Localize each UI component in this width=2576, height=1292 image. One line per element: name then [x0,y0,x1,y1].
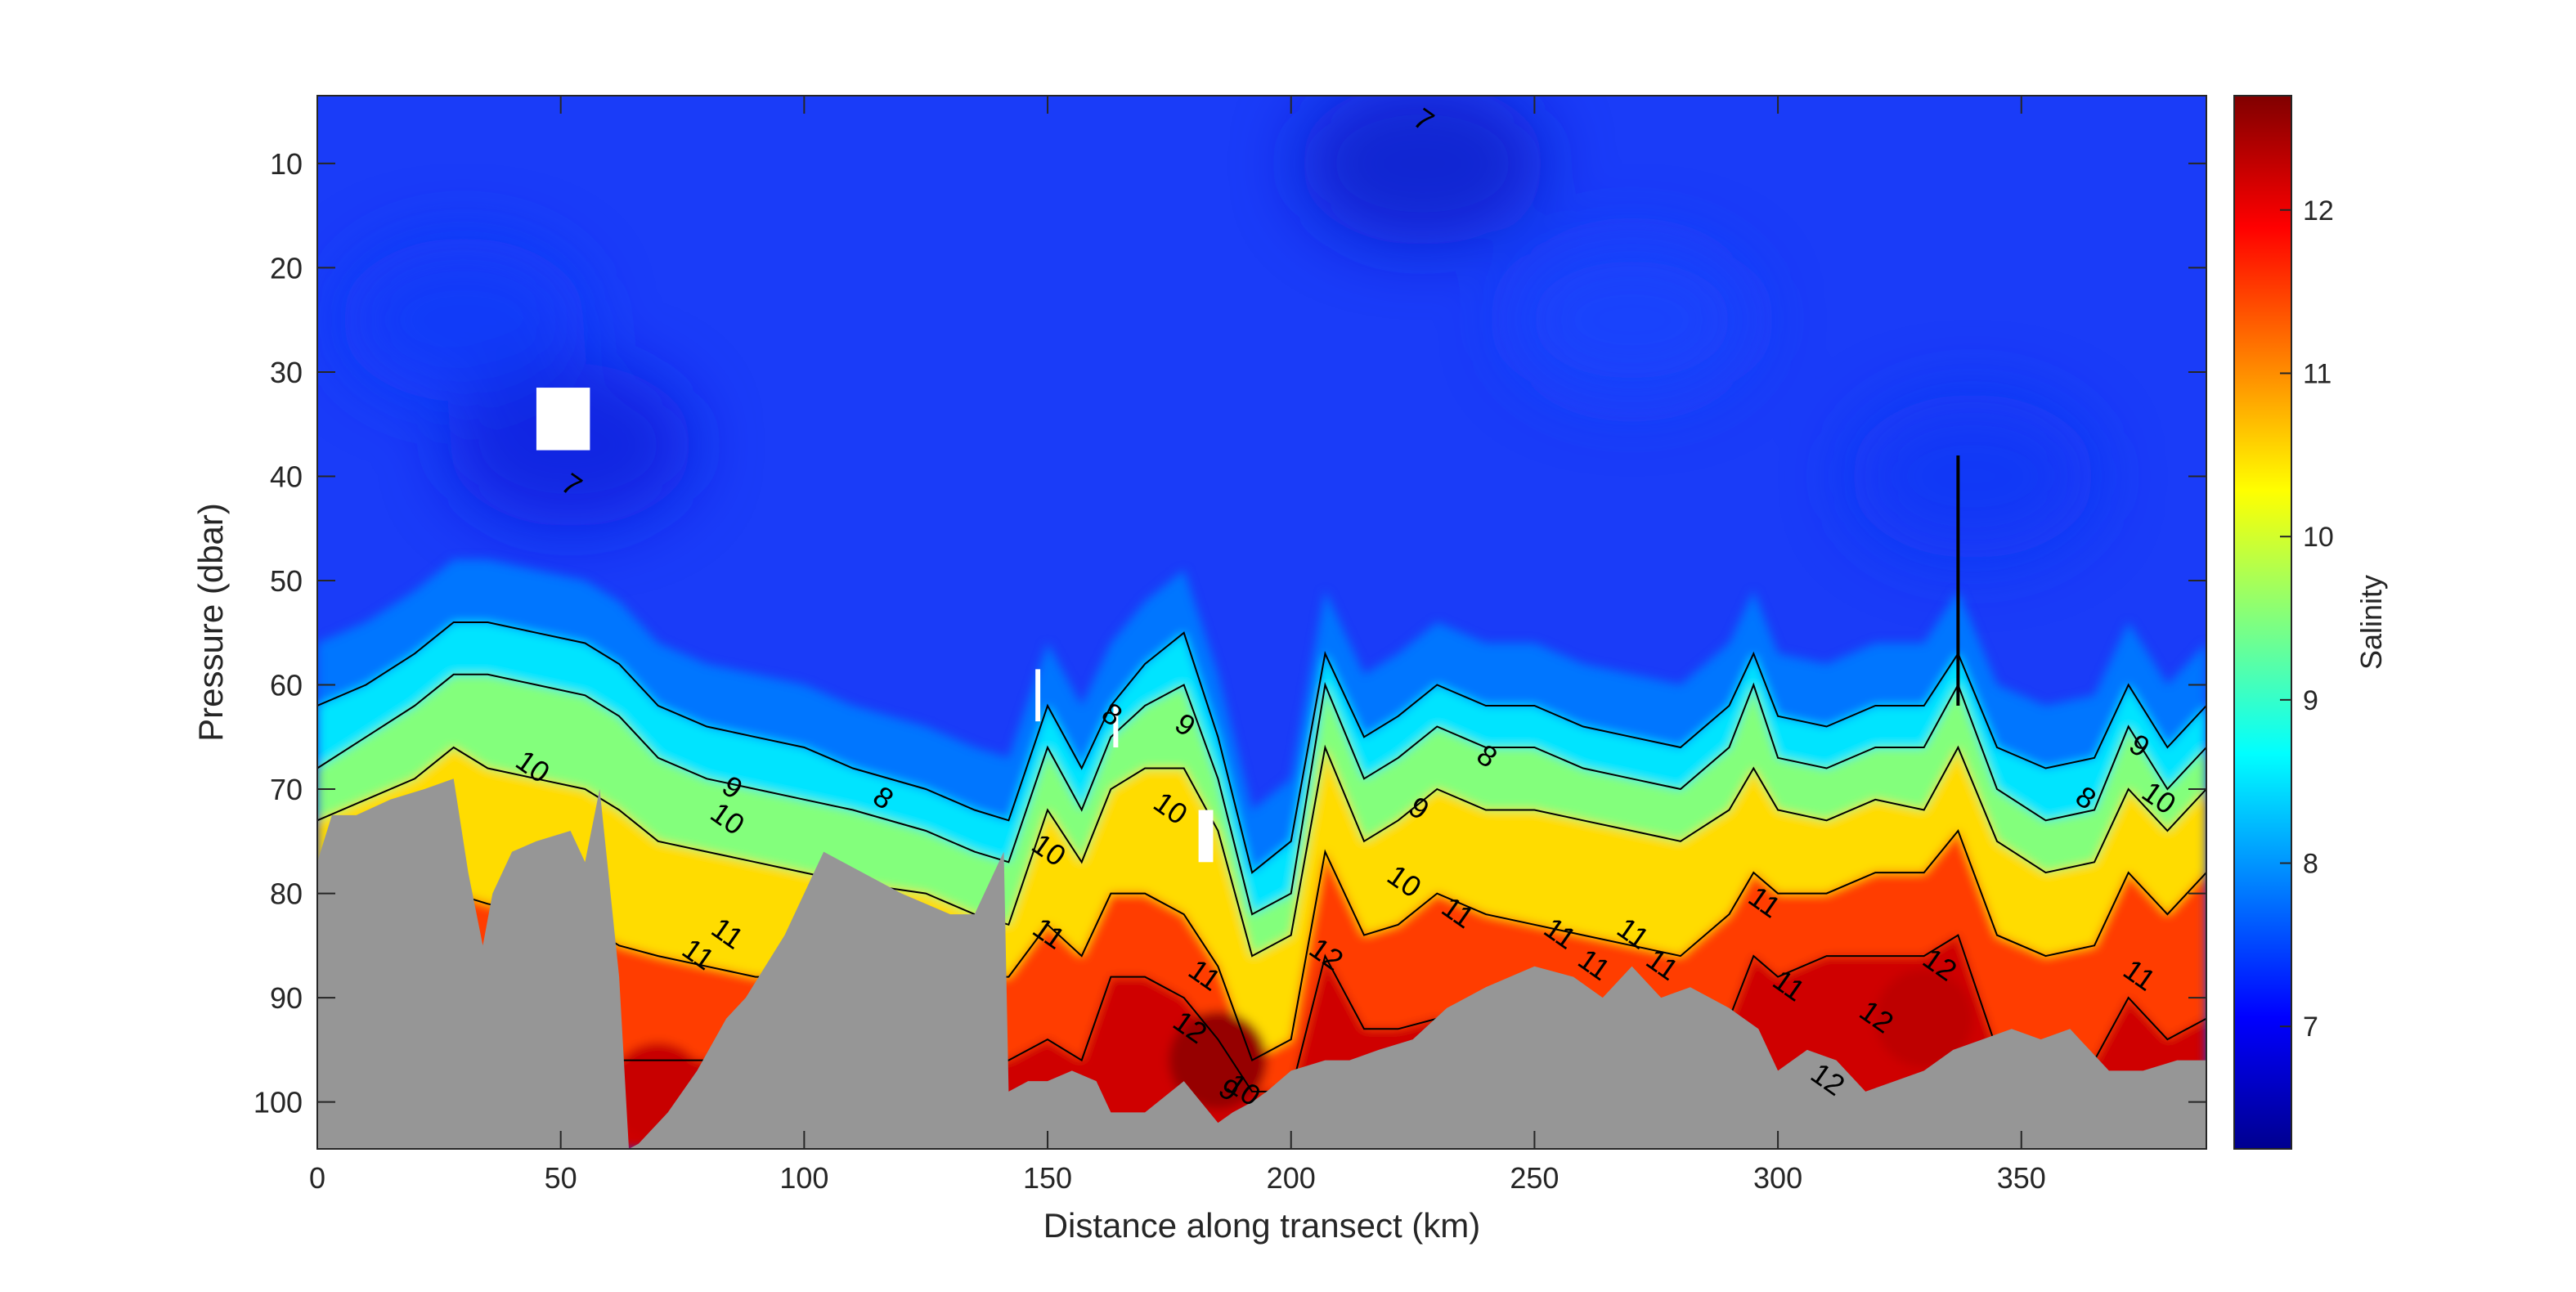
data-gap-1 [536,388,590,451]
seafloor [317,778,2206,1149]
surface-patch-2 [1509,238,1755,402]
salinity-band-7-8 [317,559,2206,873]
y-tick-label: 40 [270,460,303,493]
y-tick-label: 80 [270,877,303,911]
surface-patch-3 [1850,394,2096,559]
surface-patch-1 [340,238,586,402]
y-tick-label: 20 [270,251,303,285]
colorbar-label: Salinity [2354,575,2388,670]
y-axis-label: Pressure (dbar) [191,503,230,742]
x-axis-label: Distance along transect (km) [1043,1206,1481,1245]
data-gap-3 [1113,706,1119,748]
contour-line-s10 [317,744,2206,958]
colorbar: 7 8 9 10 11 12 Salinity [2233,95,2388,1150]
colorbar-gradient [2234,96,2291,1149]
data-gap-2 [1035,669,1041,722]
y-tick-label: 30 [270,356,303,389]
y-tick-label: 90 [270,981,303,1015]
x-tick-label: 0 [309,1161,325,1195]
x-tick-label: 100 [779,1161,828,1195]
y-tick-label: 60 [270,669,303,702]
x-tick-label: 300 [1753,1161,1802,1195]
contour-line-s9 [317,673,2206,916]
y-axis-ticks: 10 20 30 40 50 60 70 80 90 100 [254,147,2206,1119]
colorbar-tick-label: 7 [2303,1012,2318,1043]
colorbar-tick-label: 11 [2303,358,2331,389]
data-gaps [536,388,1214,863]
x-tick-label: 200 [1267,1161,1316,1195]
x-tick-label: 150 [1023,1161,1072,1195]
y-tick-label: 100 [254,1086,303,1119]
colorbar-ticks: 7 8 9 10 11 12 [2280,195,2334,1043]
plot-frame [316,95,2207,1150]
y-tick-label: 50 [270,564,303,598]
colorbar-tick-label: 8 [2303,849,2318,880]
colorbar-frame [2233,95,2292,1150]
salinity-band-10.5 [317,747,2206,1061]
data-gap-4 [1198,810,1214,863]
contour-line-s8 [317,621,2206,874]
colorbar-tick-label: 9 [2303,685,2318,716]
x-axis-ticks: 0 50 100 150 200 250 300 350 [309,96,2046,1195]
surface-patch-4 [1299,96,1546,245]
y-tick-label: 10 [270,147,303,181]
contour-line-s11 [317,829,2206,1062]
colorbar-tick-label: 10 [2303,522,2334,553]
deep-core-2 [1874,969,1973,1068]
salinity-band-9.5 [317,674,2206,957]
x-tick-label: 50 [545,1161,577,1195]
x-tick-label: 250 [1510,1161,1559,1195]
x-tick-label: 350 [1997,1161,2046,1195]
colorbar-tick-label: 12 [2303,195,2334,227]
y-tick-label: 70 [270,773,303,806]
